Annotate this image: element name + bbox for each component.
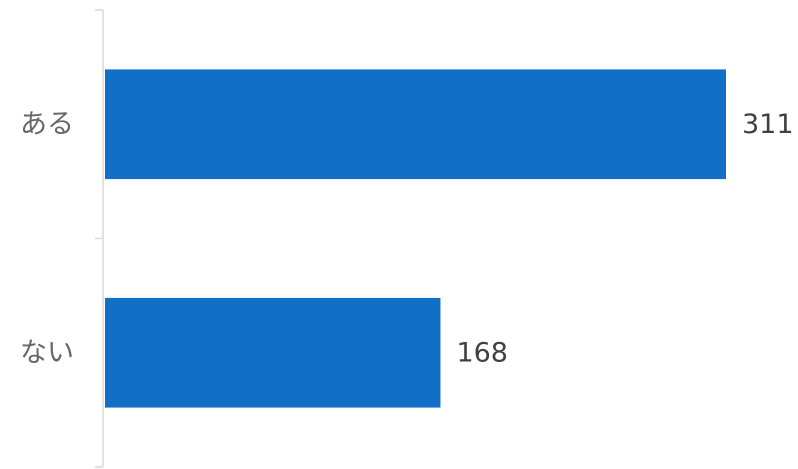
category-label: ある [20,109,74,140]
data-label: 168 [456,337,508,368]
value-labels: 311 168 [456,109,793,369]
data-label: 311 [742,109,794,140]
bar [105,69,726,180]
category-label: ない [20,337,74,368]
bars-group [105,69,726,408]
axis-ticks [95,9,103,468]
bar [105,297,441,408]
